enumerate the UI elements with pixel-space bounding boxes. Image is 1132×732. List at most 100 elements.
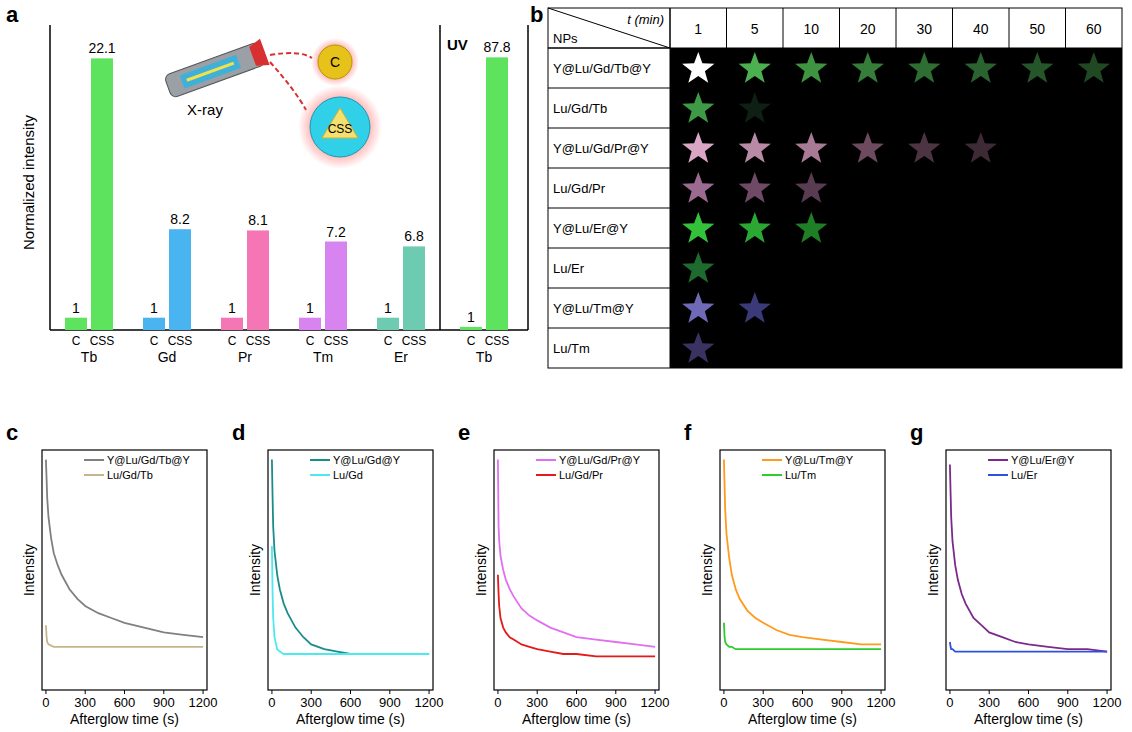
star <box>739 132 771 163</box>
data-label: 1 <box>467 309 475 325</box>
tick <box>429 690 430 694</box>
panel-line-chart: 03006009001200Afterglow time (s)Intensit… <box>925 450 1122 727</box>
row-label: Y@Lu/Tm@Y <box>553 301 634 316</box>
table-line <box>670 8 671 368</box>
table-body <box>670 48 1122 368</box>
column-label: 40 <box>973 21 989 37</box>
tick-label: 600 <box>114 695 136 710</box>
panel-b: t (min)NPs15102030405060Y@Lu/Gd/Tb@YLu/G… <box>548 8 1122 368</box>
tick-label: 1200 <box>415 695 444 710</box>
star <box>1021 52 1053 83</box>
tick-label: 900 <box>153 695 175 710</box>
tick-label: 900 <box>379 695 401 710</box>
table-line <box>1009 8 1010 48</box>
tick <box>45 690 46 694</box>
tick-label: 300 <box>978 695 1000 710</box>
star <box>852 132 884 163</box>
legend-swatch <box>988 459 1008 461</box>
plot-frame <box>494 450 659 690</box>
axis-title: Intensity <box>699 544 715 596</box>
bar <box>65 318 87 330</box>
panel-a: Normalized intensity1C22.1CSSTb1C8.2CSSG… <box>20 25 528 365</box>
series-line <box>46 625 203 647</box>
table-line <box>548 208 670 209</box>
panel-letter: e <box>458 420 470 445</box>
tick-label: 1200 <box>867 695 896 710</box>
column-label: 1 <box>694 21 702 37</box>
tick <box>881 690 882 694</box>
row-header: NPs <box>553 31 578 46</box>
tick <box>311 690 312 694</box>
data-label: 6.8 <box>404 228 424 244</box>
star <box>682 292 714 323</box>
category-label: Tb <box>81 349 98 365</box>
tick <box>802 690 803 694</box>
css-particle <box>310 97 370 157</box>
legend-label: Lu/Gd/Tb <box>107 469 153 481</box>
data-label: 7.2 <box>326 224 346 240</box>
tube-filament <box>187 63 234 80</box>
ray-arrow <box>270 53 312 58</box>
plot-area <box>724 460 881 650</box>
table-line <box>839 8 840 48</box>
axis-line <box>49 25 51 330</box>
table-line <box>952 8 953 48</box>
star <box>682 172 714 203</box>
legend-swatch <box>84 474 104 476</box>
bar <box>169 229 191 330</box>
bar <box>377 318 399 330</box>
core-triangle <box>322 108 358 138</box>
subpanel-title: UV <box>447 36 468 53</box>
table-line <box>548 48 670 49</box>
bar <box>325 242 347 331</box>
star <box>739 52 771 83</box>
tube-cone <box>248 39 270 70</box>
bar <box>221 318 243 330</box>
table-line <box>896 8 897 48</box>
star <box>852 52 884 83</box>
row-label: Lu/Gd/Pr <box>553 181 606 196</box>
series-line <box>272 546 429 654</box>
plot-area <box>272 460 429 654</box>
panel-letter: f <box>684 420 692 445</box>
star <box>682 332 714 363</box>
bar <box>299 318 321 330</box>
tick-label: 1200 <box>641 695 670 710</box>
tick-label: 300 <box>526 695 548 710</box>
table-line <box>726 8 727 48</box>
axis-title: Afterglow time (s) <box>748 711 857 727</box>
column-label: 20 <box>860 21 876 37</box>
axis-title: Normalized intensity <box>20 114 37 250</box>
axis-title: Intensity <box>473 544 489 596</box>
axis-title: Afterglow time (s) <box>296 711 405 727</box>
table-line <box>548 168 670 169</box>
row-label: Lu/Tm <box>553 341 590 356</box>
legend: Y@Lu/Gd/Tb@YLu/Gd/Tb <box>84 454 191 481</box>
bar-label: C <box>306 334 315 348</box>
tick <box>615 690 616 694</box>
tick <box>350 690 351 694</box>
category-label: Tm <box>313 349 333 365</box>
star <box>908 52 940 83</box>
tick <box>841 690 842 694</box>
column-label: 60 <box>1086 21 1102 37</box>
bar-label: CSS <box>168 334 193 348</box>
row-label: Lu/Gd/Tb <box>553 101 607 116</box>
tick <box>389 690 390 694</box>
legend: Y@Lu/Gd/Pr@YLu/Gd/Pr <box>536 454 641 481</box>
plot-frame <box>946 450 1111 690</box>
table-frame <box>548 8 1122 368</box>
bar-label: CSS <box>90 334 115 348</box>
star <box>739 172 771 203</box>
bar <box>403 246 425 330</box>
inset-label: C <box>330 54 340 70</box>
tick <box>723 690 724 694</box>
series-line <box>950 642 1107 652</box>
bar-label: CSS <box>485 334 510 348</box>
star <box>739 212 771 243</box>
tick <box>537 690 538 694</box>
tick-label: 900 <box>831 695 853 710</box>
tick-label: 1200 <box>1093 695 1122 710</box>
tick <box>576 690 577 694</box>
tick <box>497 690 498 694</box>
